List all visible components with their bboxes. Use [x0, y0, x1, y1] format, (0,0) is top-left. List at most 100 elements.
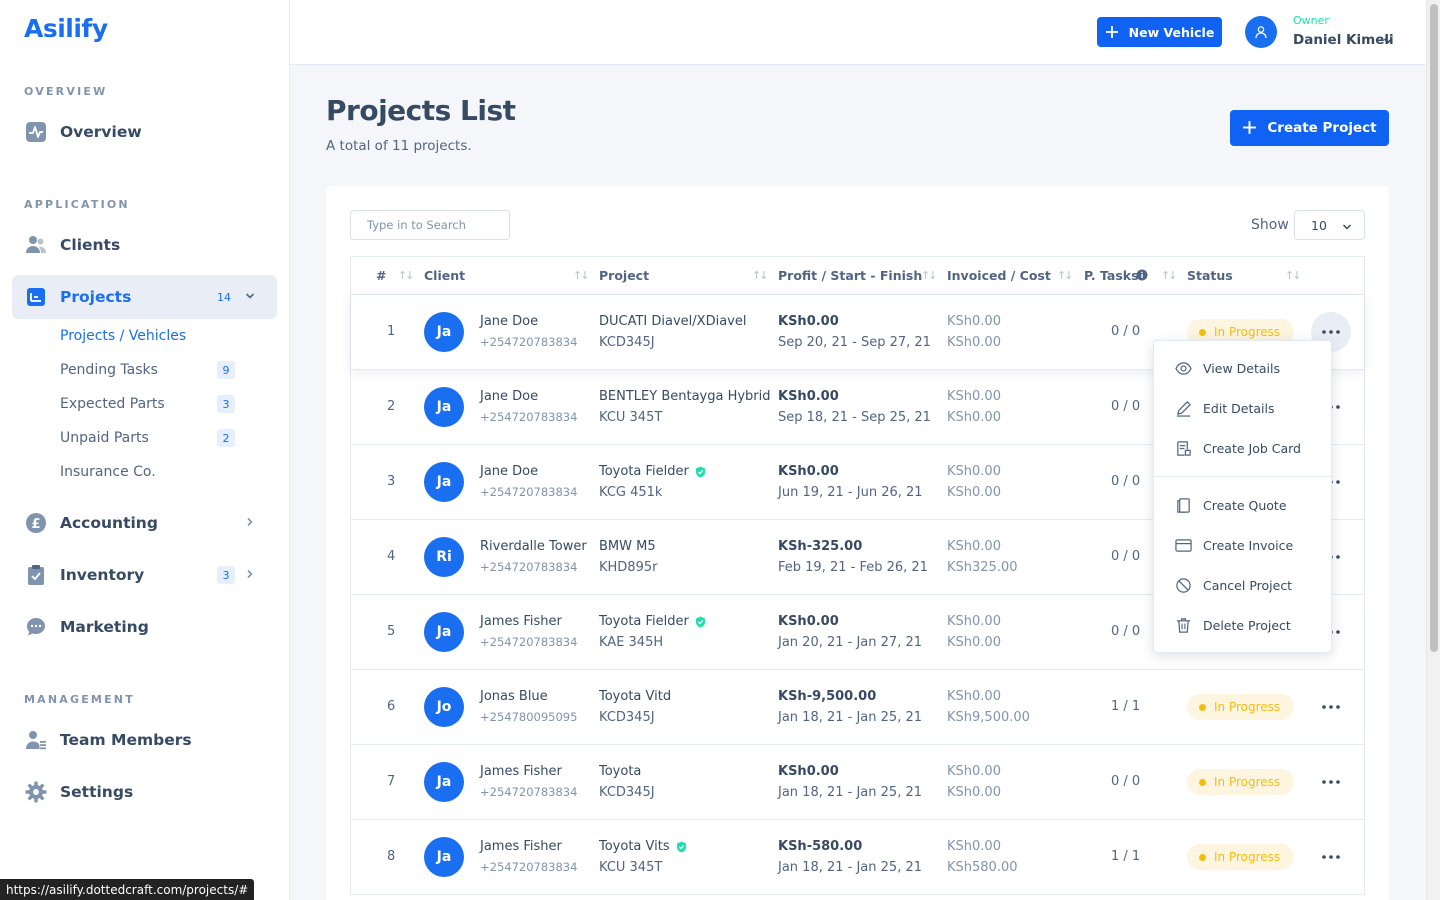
- app-logo[interactable]: Asilify: [24, 14, 108, 43]
- more-actions-button[interactable]: [1311, 687, 1351, 727]
- link-status-url: https://asilify.dottedcraft.com/projects…: [0, 879, 255, 900]
- project-name[interactable]: Toyota Vitd: [599, 689, 671, 704]
- scrollbar-thumb[interactable]: [1430, 4, 1438, 652]
- project-name[interactable]: Toyota Vits: [599, 839, 687, 854]
- row-number: 1: [387, 324, 396, 339]
- sub-item-unpaid-parts[interactable]: Unpaid Parts: [60, 426, 240, 450]
- menu-item-create-job-card[interactable]: Create Job Card: [1154, 428, 1331, 468]
- chevron-down-icon[interactable]: [1383, 35, 1393, 50]
- col-header-invoiced[interactable]: Invoiced / Cost: [947, 268, 1051, 283]
- project-dates: Sep 20, 21 - Sep 27, 21: [778, 335, 931, 350]
- avatar: Jo: [424, 687, 464, 727]
- menu-item-create-quote[interactable]: Create Quote: [1154, 485, 1331, 525]
- client-name[interactable]: James Fisher: [480, 764, 562, 779]
- user-avatar[interactable]: [1245, 16, 1277, 48]
- client-name[interactable]: Jane Doe: [480, 314, 539, 329]
- table-body: 1 Ja Jane Doe +254720783834 DUCATI Diavel/XD…: [351, 295, 1364, 895]
- more-dots-icon: [1322, 330, 1340, 334]
- user-name[interactable]: Daniel Kimeli: [1293, 32, 1394, 48]
- table-row[interactable]: 2 Ja Jane Doe +254720783834 BENTLEY Bentayga…: [351, 370, 1364, 445]
- sub-item-projects-vehicles[interactable]: Projects / Vehicles: [60, 328, 187, 344]
- menu-item-create-invoice[interactable]: Create Invoice: [1154, 525, 1331, 565]
- sort-icon[interactable]: ↑↓: [1285, 269, 1302, 282]
- sub-item-label: Pending Tasks: [60, 362, 158, 378]
- client-name[interactable]: Jane Doe: [480, 464, 539, 479]
- client-phone: +254720783834: [480, 635, 578, 649]
- pending-tasks-count: 0 / 0: [1111, 624, 1141, 639]
- col-header-tasks[interactable]: P. Tasks: [1084, 268, 1139, 283]
- menu-item-view-details[interactable]: View Details: [1154, 348, 1331, 388]
- sort-icon[interactable]: ↑↓: [573, 269, 590, 282]
- projects-table: # ↑↓ Client ↑↓ Project ↑↓ Profit / Start…: [350, 256, 1365, 895]
- table-row[interactable]: 8 Ja James Fisher +254720783834 Toyota Vits K…: [351, 820, 1364, 895]
- more-actions-button[interactable]: [1311, 762, 1351, 802]
- create-project-button[interactable]: Create Project: [1230, 110, 1389, 146]
- page-scrollbar[interactable]: [1426, 0, 1440, 900]
- new-vehicle-button[interactable]: New Vehicle: [1097, 17, 1222, 47]
- col-header-status[interactable]: Status: [1187, 268, 1233, 283]
- col-header-profit[interactable]: Profit / Start - Finish: [778, 268, 923, 283]
- sidebar-item-label: Marketing: [60, 618, 149, 636]
- table-row[interactable]: 5 Ja James Fisher +254720783834 Toyota Field…: [351, 595, 1364, 670]
- project-name[interactable]: BMW M5: [599, 539, 656, 554]
- col-header-num[interactable]: #: [376, 268, 387, 283]
- sub-item-label: Expected Parts: [60, 396, 165, 412]
- invoice-icon: [1174, 536, 1192, 554]
- sidebar-item-team-members[interactable]: Team Members: [12, 718, 277, 762]
- client-phone: +254720783834: [480, 785, 578, 799]
- table-row[interactable]: 4 Ri Riverdalle Tower +254720783834 BMW M5 KH…: [351, 520, 1364, 595]
- menu-item-label: Create Invoice: [1203, 537, 1294, 553]
- search-input[interactable]: [350, 210, 510, 240]
- client-name[interactable]: James Fisher: [480, 839, 562, 854]
- more-actions-button[interactable]: [1311, 837, 1351, 877]
- sort-icon[interactable]: ↑↓: [1057, 269, 1074, 282]
- sidebar: Asilify OVERVIEW Overview APPLICATION Cl…: [0, 0, 290, 900]
- table-row[interactable]: 6 Jo Jonas Blue +254780095095 Toyota Vitd KCD…: [351, 670, 1364, 745]
- job-card-icon: [1174, 439, 1192, 457]
- avatar: Ri: [424, 537, 464, 577]
- project-name[interactable]: Toyota: [599, 764, 641, 779]
- table-row[interactable]: 7 Ja James Fisher +254720783834 Toyota KCD345…: [351, 745, 1364, 820]
- project-name[interactable]: BENTLEY Bentayga Hybrid: [599, 389, 771, 404]
- avatar: Ja: [424, 762, 464, 802]
- table-row[interactable]: 3 Ja Jane Doe +254720783834 Toyota Fielder KC…: [351, 445, 1364, 520]
- project-name[interactable]: Toyota Fielder: [599, 614, 706, 629]
- sidebar-item-overview[interactable]: Overview: [12, 110, 277, 154]
- info-icon[interactable]: [1136, 269, 1148, 285]
- project-name[interactable]: Toyota Fielder: [599, 464, 706, 479]
- sidebar-item-clients[interactable]: Clients: [12, 223, 277, 267]
- status-badge: In Progress: [1187, 694, 1295, 720]
- client-name[interactable]: Jonas Blue: [480, 689, 548, 704]
- client-name[interactable]: James Fisher: [480, 614, 562, 629]
- more-dots-icon: [1322, 705, 1340, 709]
- sidebar-item-marketing[interactable]: Marketing: [12, 605, 277, 649]
- menu-item-delete-project[interactable]: Delete Project: [1154, 605, 1331, 645]
- client-name[interactable]: Jane Doe: [480, 389, 539, 404]
- user-role: Owner: [1293, 14, 1329, 27]
- table-header: # ↑↓ Client ↑↓ Project ↑↓ Profit / Start…: [351, 257, 1364, 295]
- sidebar-item-projects[interactable]: Projects 14: [12, 275, 277, 319]
- sort-icon[interactable]: ↑↓: [1161, 269, 1178, 282]
- cost-amount: KSh0.00: [947, 485, 1001, 500]
- project-name[interactable]: DUCATI Diavel/XDiavel: [599, 314, 746, 329]
- status-dot: [1199, 703, 1206, 711]
- menu-item-edit-details[interactable]: Edit Details: [1154, 388, 1331, 428]
- sub-item-expected-parts[interactable]: Expected Parts: [60, 392, 240, 416]
- page-size-select[interactable]: 10: [1294, 210, 1365, 240]
- sort-icon[interactable]: ↑↓: [398, 269, 415, 282]
- col-header-client[interactable]: Client: [424, 268, 466, 283]
- sub-item-pending-tasks[interactable]: Pending Tasks: [60, 358, 240, 382]
- client-name[interactable]: Riverdalle Tower: [480, 539, 587, 554]
- sub-item-insurance[interactable]: Insurance Co.: [60, 464, 156, 480]
- sidebar-item-settings[interactable]: Settings: [12, 770, 277, 814]
- sort-icon[interactable]: ↑↓: [752, 269, 769, 282]
- menu-item-cancel-project[interactable]: Cancel Project: [1154, 565, 1331, 605]
- sidebar-item-accounting[interactable]: £ Accounting: [12, 501, 277, 545]
- sidebar-item-inventory[interactable]: Inventory 3: [12, 553, 277, 597]
- project-name-text: Toyota Vitd: [599, 689, 672, 704]
- project-name-text: Toyota: [599, 764, 642, 779]
- client-phone: +254720783834: [480, 410, 578, 424]
- col-header-project[interactable]: Project: [599, 268, 650, 283]
- sort-icon[interactable]: ↑↓: [921, 269, 938, 282]
- pending-tasks-count: 0 / 0: [1111, 549, 1141, 564]
